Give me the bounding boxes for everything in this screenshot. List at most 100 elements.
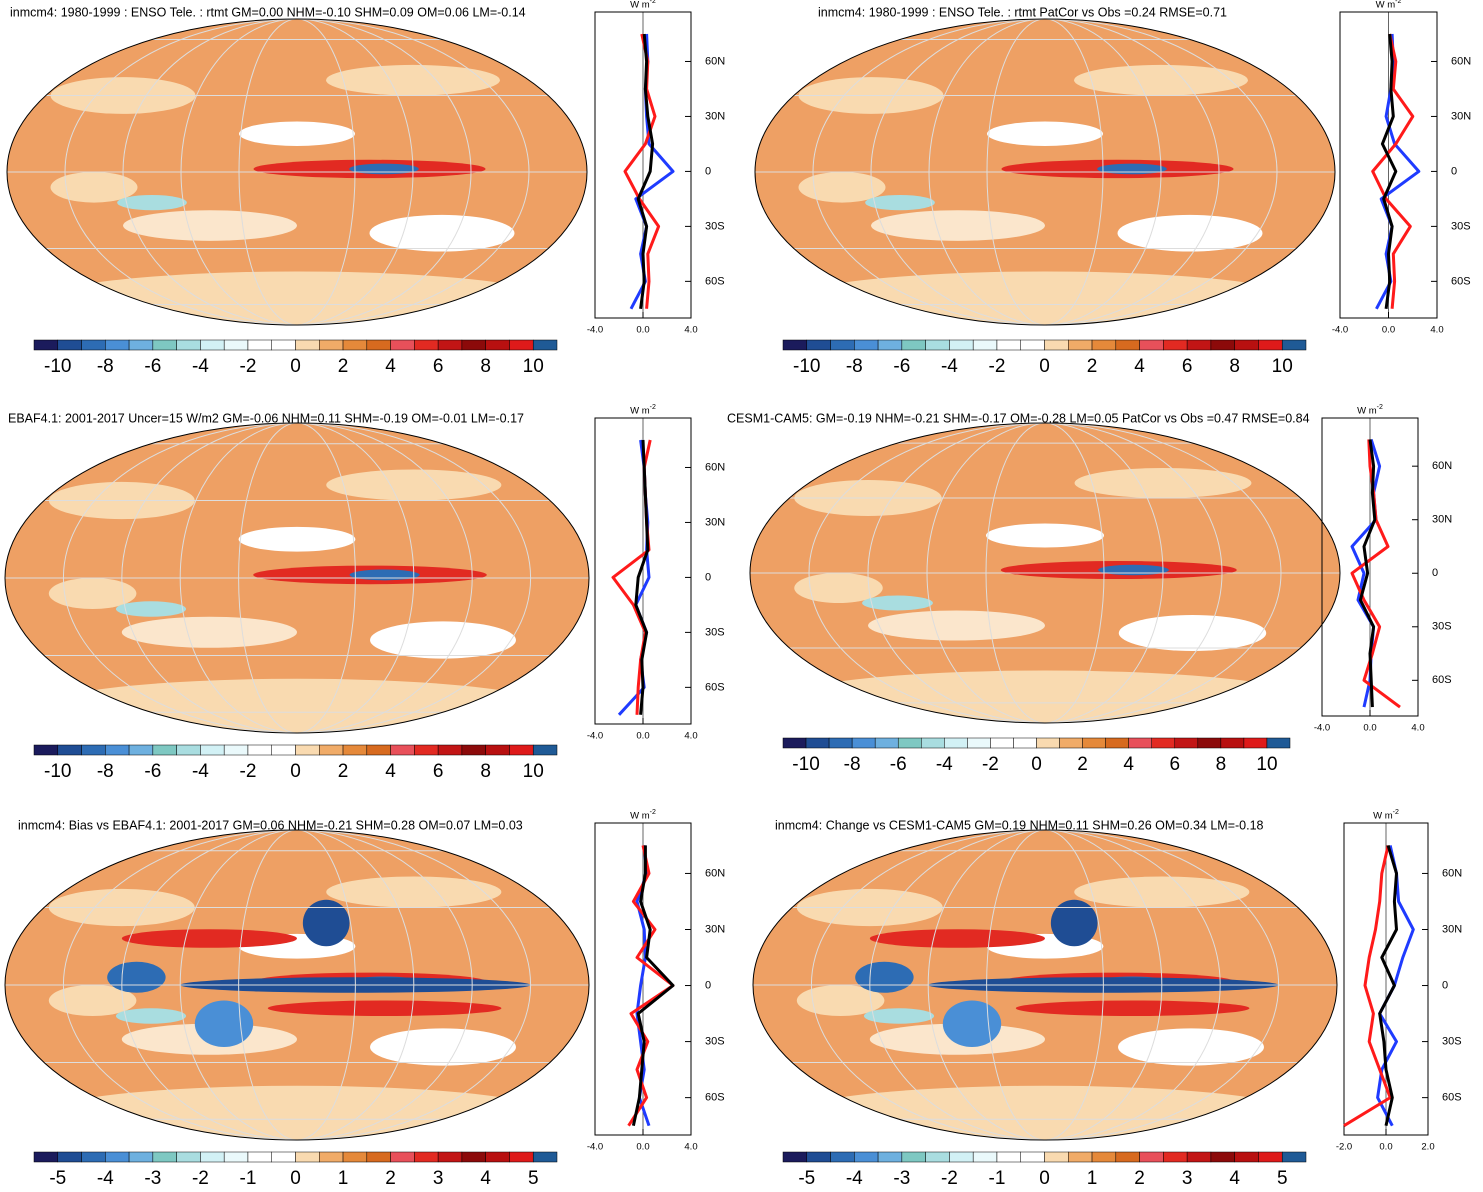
map-field [1074,64,1248,96]
map-outline [754,18,1336,326]
colorbar-box [105,339,130,351]
colorbar-box [295,339,320,351]
map-field [868,610,1045,641]
colorbar-label: -5 [49,1168,66,1187]
map-field [115,601,187,617]
colorbar-box [247,339,272,351]
y-tick-label: 30N [1432,514,1452,526]
colorbar-box [152,339,177,351]
map-field [121,929,298,948]
colorbar-box [806,1151,831,1163]
map-field [267,1000,502,1016]
profile-unit: W m-2 [1376,0,1402,11]
colorbar-box [782,339,808,351]
colorbar-label: 4 [480,1168,491,1187]
colorbar-box [461,339,486,351]
colorbar-label: -10 [793,356,820,377]
colorbar-box [805,737,830,749]
colorbar-label: 4 [1229,1168,1240,1187]
colorbar-box [509,339,534,351]
panel-title: inmcm4: 1980-1999 : ENSO Tele. : rtmt Pa… [818,5,1227,19]
colorbar-box [176,744,201,756]
map-field [871,210,1045,241]
map-field [117,194,187,211]
y-tick-label: 60S [1451,275,1471,287]
colorbar-box [1210,1151,1235,1163]
map-field [326,64,500,96]
colorbar-box [247,1151,272,1163]
colorbar-label: 2 [1077,754,1088,775]
x-tick-label: 4.0 [684,1142,697,1153]
colorbar-label: 3 [1182,1168,1193,1187]
colorbar-box [532,744,558,756]
map-field [1050,899,1098,947]
colorbar-box [901,339,926,351]
colorbar-box [295,744,320,756]
map-field [865,194,935,211]
graticule [122,19,472,325]
profile-line [1375,33,1421,310]
x-tick-label: 0.0 [1363,723,1376,734]
map-field [855,961,914,993]
colorbar-box [176,1151,201,1163]
colorbar-box [1044,1151,1069,1163]
colorbar-label: 2 [338,356,349,377]
colorbar-box [990,737,1014,749]
colorbar-label: -3 [144,1168,161,1187]
colorbar-label: -2 [989,356,1006,377]
colorbar-label: -10 [44,356,71,377]
colorbar-label: 6 [433,356,444,377]
colorbar-box [366,1151,391,1163]
colorbar-label: -4 [936,754,953,775]
graticule [985,423,1105,723]
colorbar-box [57,339,82,351]
x-tick-label: 2.0 [1421,1142,1434,1153]
y-tick-label: 30N [705,110,725,122]
panel-title: inmcm4: 1980-1999 : ENSO Tele. : rtmt GM… [10,5,526,19]
colorbar-box [152,1151,177,1163]
map [5,423,589,733]
graticule [867,423,1223,723]
map-field [942,1000,1002,1047]
graticule [810,830,1280,1140]
colorbar-box [485,744,510,756]
colorbar-box [1059,737,1083,749]
map-outline [6,18,588,326]
colorbar-box [485,1151,510,1163]
x-tick-label: 4.0 [684,325,697,336]
colorbar-box [1281,1151,1307,1163]
colorbar-label: 2 [338,761,349,782]
colorbar-box [1281,339,1307,351]
profile-unit-power: -2 [650,404,656,411]
x-tick-label: 0.0 [636,325,649,336]
colorbar-label: 0 [290,1168,301,1187]
profile-unit-power: -2 [1377,404,1383,411]
colorbar-box [390,1151,415,1163]
map-field [986,523,1104,548]
colorbar-label: 6 [1182,356,1193,377]
map [7,19,587,325]
colorbar-box [1139,1151,1164,1163]
colorbar-label: 8 [480,761,491,782]
colorbar-box [1128,737,1152,749]
map-field [1097,163,1167,175]
x-tick-label: -4.0 [587,1142,603,1153]
colorbar-box [532,339,558,351]
colorbar-label: -2 [941,1168,958,1187]
profile-line [1371,33,1415,309]
graticule [870,19,1220,325]
colorbar-box [949,1151,974,1163]
y-tick-label: 0 [705,979,711,991]
y-tick-label: 60S [705,275,725,287]
graticule [62,830,532,1140]
colorbar-box [271,1151,296,1163]
colorbar-box [319,1151,344,1163]
colorbar-box [877,1151,903,1163]
profile-line [631,845,675,1127]
y-tick-label: 0 [1442,979,1448,991]
map-outline [4,829,590,1141]
map-field [48,578,137,609]
y-tick-label: 30S [705,220,725,232]
map-field [36,271,558,325]
colorbar-label: 2 [1134,1168,1145,1187]
